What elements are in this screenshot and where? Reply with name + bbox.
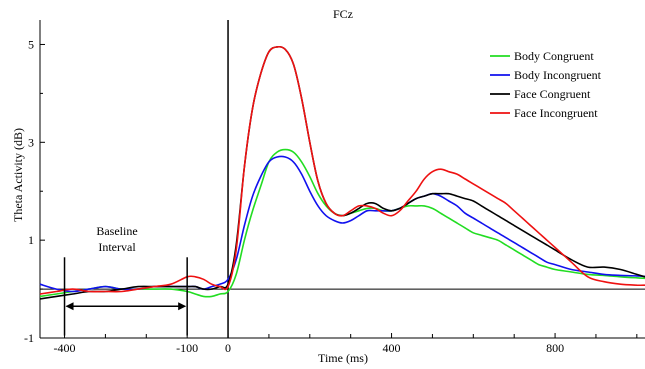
chart-title: FCz [333,7,353,21]
series-lines [39,45,645,300]
y-axis-label: Theta Activity (dB) [11,128,25,222]
legend-label-face-incongruent: Face Incongruent [514,106,598,120]
x-tick-label: 0 [225,341,231,355]
legend-label-body-incongruent: Body Incongruent [514,68,602,82]
x-tick-label: -100 [176,341,198,355]
x-tick-label: -400 [54,341,76,355]
series-line-face-incongruent [39,45,645,295]
x-axis-label: Time (ms) [318,351,368,365]
baseline-label-line2: Interval [98,240,136,254]
y-tick-label: 3 [28,135,34,149]
baseline-annotation: Baseline Interval [63,224,188,336]
legend-label-body-congruent: Body Congruent [514,49,594,63]
y-tick-label: 5 [28,37,34,51]
legend-label-face-congruent: Face Congruent [514,87,591,101]
y-tick-label: -1 [24,331,34,345]
series-line-face-congruent [39,45,645,300]
x-tick-label: 400 [383,341,401,355]
x-tick-label: 800 [546,341,564,355]
baseline-label-line1: Baseline [96,224,137,238]
legend: Body Congruent Body Incongruent Face Congr… [490,49,602,120]
series-line-body-congruent [39,148,645,298]
baseline-arrow-left [65,302,74,311]
baseline-arrow-right [178,302,187,311]
y-tick-label: 1 [28,233,34,247]
